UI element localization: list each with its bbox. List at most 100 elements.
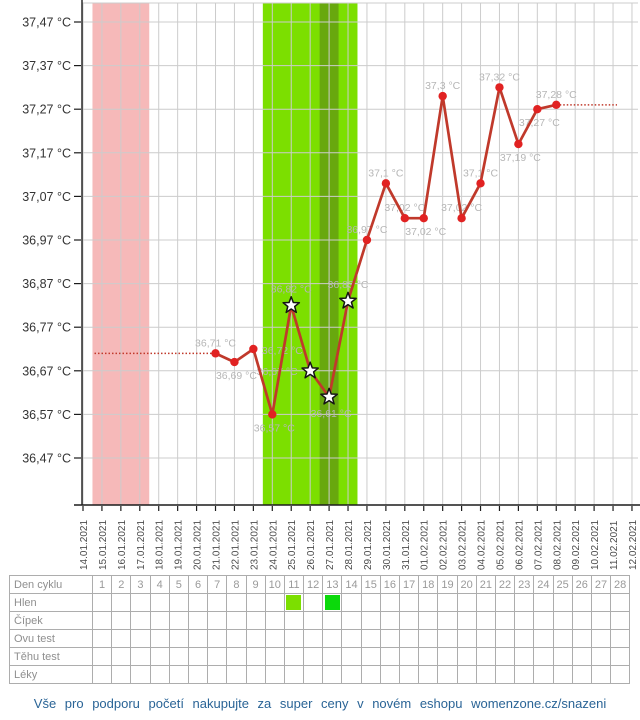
entry-cell[interactable] (610, 665, 631, 684)
entry-cell[interactable] (360, 629, 381, 648)
entry-cell[interactable] (341, 665, 362, 684)
entry-cell[interactable] (475, 629, 496, 648)
entry-cell[interactable] (514, 647, 535, 666)
entry-cell[interactable] (264, 629, 285, 648)
entry-cell[interactable] (341, 629, 362, 648)
entry-cell[interactable] (130, 647, 151, 666)
entry-cell[interactable] (283, 665, 305, 684)
entry-cell[interactable] (168, 611, 189, 630)
entry-cell[interactable] (571, 611, 592, 630)
entry-cell[interactable] (418, 647, 439, 666)
entry-cell[interactable] (398, 629, 420, 648)
entry-cell[interactable] (475, 611, 496, 630)
entry-cell[interactable] (514, 665, 535, 684)
entry-cell[interactable] (283, 611, 305, 630)
entry-cell[interactable] (379, 647, 401, 666)
entry-cell[interactable] (91, 611, 113, 630)
entry-cell[interactable] (552, 611, 573, 630)
entry-cell[interactable] (610, 647, 631, 666)
entry-cell[interactable] (245, 593, 266, 612)
entry-cell[interactable] (379, 593, 401, 612)
entry-cell[interactable] (341, 611, 362, 630)
entry-cell[interactable] (245, 611, 266, 630)
entry-cell[interactable] (283, 629, 305, 648)
entry-cell[interactable] (418, 629, 439, 648)
entry-cell[interactable] (571, 593, 592, 612)
entry-cell[interactable] (533, 647, 554, 666)
entry-cell[interactable] (590, 665, 612, 684)
entry-cell[interactable] (398, 593, 420, 612)
entry-cell[interactable] (149, 647, 170, 666)
entry-cell[interactable] (245, 665, 266, 684)
entry-cell[interactable] (264, 593, 285, 612)
entry-cell[interactable] (341, 593, 362, 612)
entry-cell[interactable] (475, 593, 496, 612)
entry-cell[interactable] (207, 611, 228, 630)
entry-cell[interactable] (552, 593, 573, 612)
entry-cell[interactable] (552, 665, 573, 684)
entry-cell[interactable] (226, 665, 247, 684)
footer-promo-link[interactable]: Vše pro podporu početí nakupujte za supe… (33, 696, 607, 711)
entry-cell[interactable] (187, 665, 209, 684)
entry-cell[interactable] (379, 665, 401, 684)
entry-cell[interactable] (187, 611, 209, 630)
entry-cell[interactable] (437, 629, 458, 648)
entry-cell[interactable] (533, 593, 554, 612)
entry-cell[interactable] (590, 611, 612, 630)
entry-cell[interactable] (226, 629, 247, 648)
entry-cell[interactable] (475, 647, 496, 666)
entry-cell[interactable] (226, 647, 247, 666)
entry-cell[interactable] (264, 665, 285, 684)
entry-cell[interactable] (322, 647, 343, 666)
entry-cell[interactable] (264, 611, 285, 630)
entry-cell[interactable] (418, 611, 439, 630)
entry-cell[interactable] (514, 629, 535, 648)
entry-cell[interactable] (590, 593, 612, 612)
entry-cell[interactable] (456, 647, 477, 666)
entry-cell[interactable] (322, 629, 343, 648)
entry-cell[interactable] (494, 629, 516, 648)
entry-cell[interactable] (303, 611, 324, 630)
entry-cell[interactable] (91, 647, 113, 666)
entry-cell[interactable] (552, 647, 573, 666)
entry-cell[interactable] (283, 647, 305, 666)
entry-cell[interactable] (437, 611, 458, 630)
entry-cell[interactable] (303, 629, 324, 648)
entry-cell[interactable] (571, 647, 592, 666)
entry-cell[interactable] (360, 593, 381, 612)
entry-cell[interactable] (360, 665, 381, 684)
entry-cell[interactable] (303, 593, 324, 612)
entry-cell[interactable] (590, 629, 612, 648)
entry-cell[interactable] (533, 665, 554, 684)
entry-cell[interactable] (111, 647, 132, 666)
entry-cell[interactable] (111, 611, 132, 630)
entry-cell[interactable] (610, 629, 631, 648)
entry-cell[interactable] (456, 593, 477, 612)
entry-cell[interactable] (168, 593, 189, 612)
entry-cell[interactable] (494, 647, 516, 666)
entry-cell[interactable] (494, 611, 516, 630)
entry-cell[interactable] (533, 629, 554, 648)
entry-cell[interactable] (379, 611, 401, 630)
entry-cell[interactable] (207, 629, 228, 648)
entry-cell[interactable] (168, 665, 189, 684)
entry-cell[interactable] (322, 593, 343, 612)
entry-cell[interactable] (418, 593, 439, 612)
entry-cell[interactable] (149, 665, 170, 684)
entry-cell[interactable] (168, 647, 189, 666)
entry-cell[interactable] (149, 593, 170, 612)
entry-cell[interactable] (456, 665, 477, 684)
entry-cell[interactable] (303, 647, 324, 666)
entry-cell[interactable] (207, 593, 228, 612)
entry-cell[interactable] (533, 611, 554, 630)
entry-cell[interactable] (610, 593, 631, 612)
entry-cell[interactable] (111, 629, 132, 648)
entry-cell[interactable] (494, 665, 516, 684)
entry-cell[interactable] (91, 665, 113, 684)
entry-cell[interactable] (226, 611, 247, 630)
entry-cell[interactable] (456, 629, 477, 648)
entry-cell[interactable] (149, 629, 170, 648)
entry-cell[interactable] (360, 611, 381, 630)
entry-cell[interactable] (379, 629, 401, 648)
entry-cell[interactable] (514, 611, 535, 630)
